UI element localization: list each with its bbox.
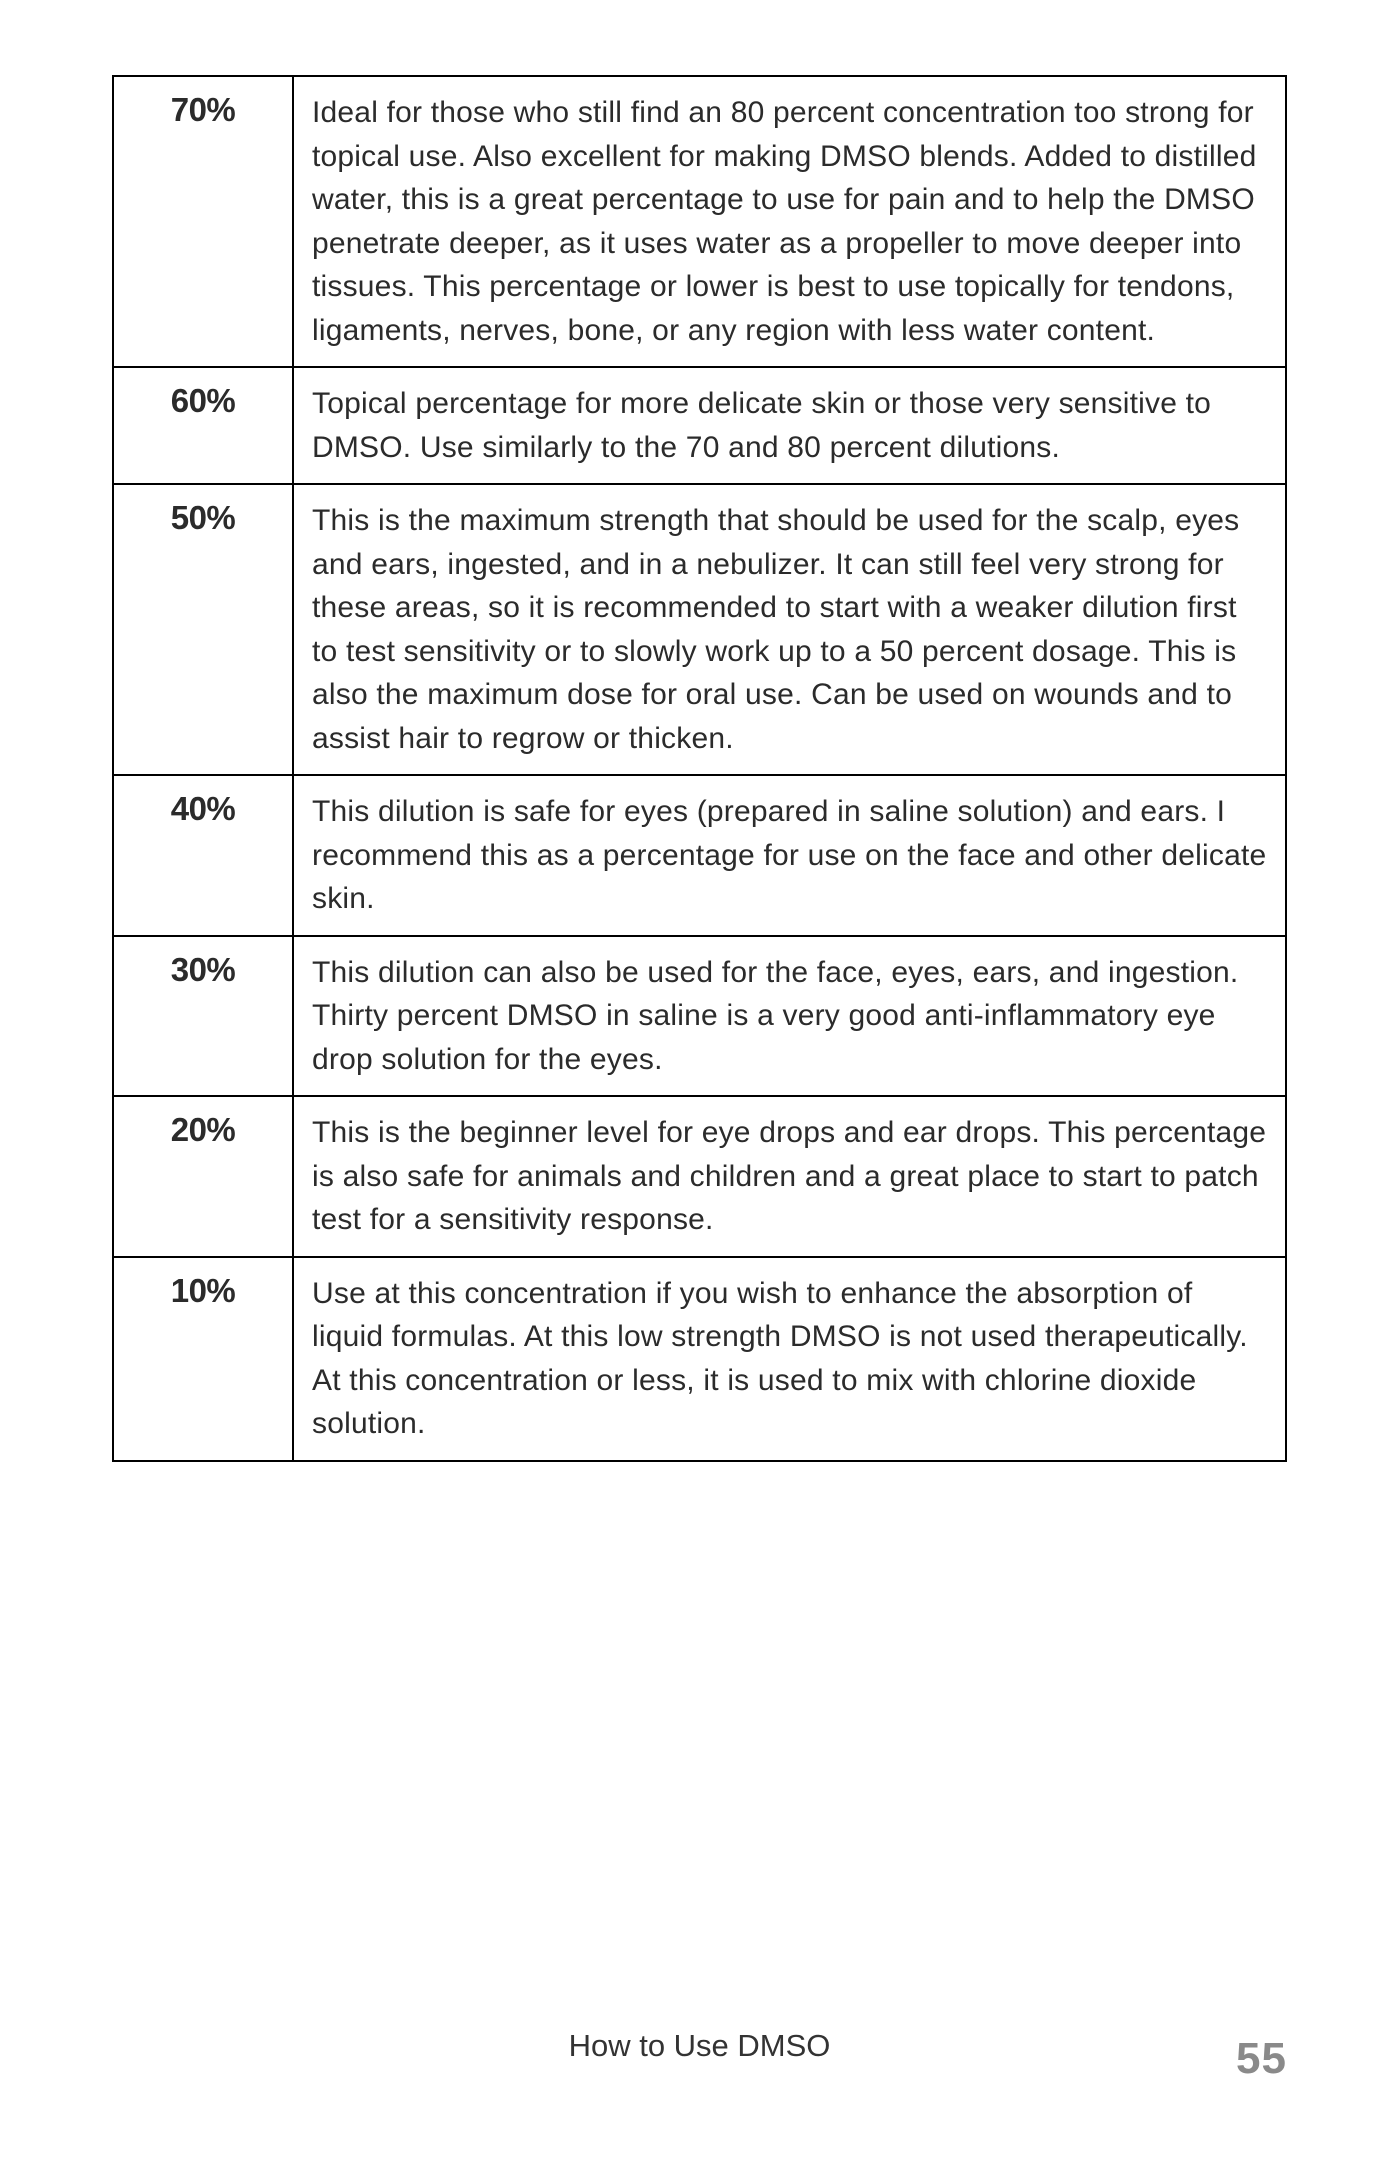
table-row: 50% This is the maximum strength that sh… [113, 484, 1286, 775]
page-number: 55 [1236, 2034, 1287, 2084]
percentage-cell: 50% [113, 484, 293, 775]
table-row: 40% This dilution is safe for eyes (prep… [113, 775, 1286, 936]
table-row: 10% Use at this concentration if you wis… [113, 1257, 1286, 1461]
percentage-cell: 10% [113, 1257, 293, 1461]
chapter-title: How to Use DMSO [0, 2028, 1399, 2064]
percentage-cell: 40% [113, 775, 293, 936]
table-row: 70% Ideal for those who still find an 80… [113, 76, 1286, 367]
percentage-cell: 70% [113, 76, 293, 367]
description-cell: Topical percentage for more delicate ski… [293, 367, 1286, 484]
table-row: 20% This is the beginner level for eye d… [113, 1096, 1286, 1257]
description-cell: This is the beginner level for eye drops… [293, 1096, 1286, 1257]
page-footer: How to Use DMSO 55 [0, 2028, 1399, 2078]
percentage-cell: 20% [113, 1096, 293, 1257]
dilution-table: 70% Ideal for those who still find an 80… [112, 75, 1287, 1462]
description-cell: Use at this concentration if you wish to… [293, 1257, 1286, 1461]
dilution-table-body: 70% Ideal for those who still find an 80… [113, 76, 1286, 1461]
table-row: 30% This dilution can also be used for t… [113, 936, 1286, 1097]
description-cell: This dilution is safe for eyes (prepared… [293, 775, 1286, 936]
description-cell: Ideal for those who still find an 80 per… [293, 76, 1286, 367]
percentage-cell: 30% [113, 936, 293, 1097]
page-content: 70% Ideal for those who still find an 80… [112, 75, 1287, 2163]
description-cell: This dilution can also be used for the f… [293, 936, 1286, 1097]
percentage-cell: 60% [113, 367, 293, 484]
table-row: 60% Topical percentage for more delicate… [113, 367, 1286, 484]
description-cell: This is the maximum strength that should… [293, 484, 1286, 775]
